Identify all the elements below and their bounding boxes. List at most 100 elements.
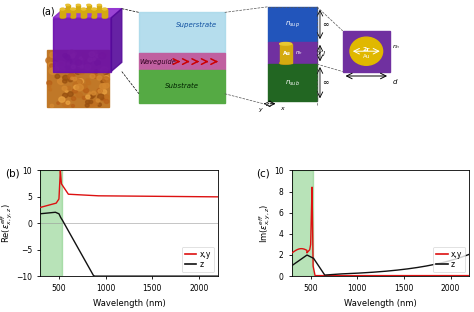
Circle shape bbox=[88, 92, 91, 94]
Circle shape bbox=[73, 89, 78, 93]
Circle shape bbox=[77, 79, 83, 84]
Ellipse shape bbox=[76, 4, 80, 6]
Circle shape bbox=[48, 85, 51, 87]
Circle shape bbox=[90, 96, 93, 99]
Text: Au: Au bbox=[363, 54, 370, 59]
Ellipse shape bbox=[92, 8, 96, 10]
Circle shape bbox=[75, 79, 82, 85]
Circle shape bbox=[73, 77, 77, 81]
Circle shape bbox=[85, 104, 89, 107]
Bar bbox=[268, 7, 317, 42]
Circle shape bbox=[97, 89, 102, 93]
Ellipse shape bbox=[82, 17, 86, 18]
Circle shape bbox=[67, 63, 70, 65]
Ellipse shape bbox=[61, 17, 65, 18]
Circle shape bbox=[103, 69, 109, 74]
Bar bbox=[139, 70, 225, 103]
Circle shape bbox=[52, 70, 56, 73]
Ellipse shape bbox=[61, 8, 65, 10]
Bar bbox=[71, 9, 75, 17]
Circle shape bbox=[67, 86, 71, 90]
Circle shape bbox=[59, 97, 65, 102]
Circle shape bbox=[48, 62, 54, 67]
Text: Substrate: Substrate bbox=[165, 83, 199, 89]
Text: Waveguide: Waveguide bbox=[140, 59, 177, 65]
Text: $x$: $x$ bbox=[280, 105, 285, 112]
Text: (a): (a) bbox=[41, 6, 55, 16]
Bar bbox=[92, 9, 96, 17]
Circle shape bbox=[66, 101, 70, 104]
Circle shape bbox=[86, 79, 90, 82]
Ellipse shape bbox=[102, 8, 107, 10]
Circle shape bbox=[73, 52, 76, 55]
Circle shape bbox=[61, 76, 67, 81]
Circle shape bbox=[50, 104, 54, 107]
Circle shape bbox=[73, 85, 79, 90]
Text: $n_h$: $n_h$ bbox=[295, 50, 303, 57]
Circle shape bbox=[90, 74, 95, 78]
Ellipse shape bbox=[87, 4, 91, 6]
Circle shape bbox=[72, 105, 74, 107]
Text: $\infty$: $\infty$ bbox=[322, 20, 330, 29]
Circle shape bbox=[101, 97, 105, 100]
Circle shape bbox=[103, 77, 109, 82]
Circle shape bbox=[89, 58, 92, 61]
Bar bbox=[82, 9, 86, 17]
Circle shape bbox=[59, 59, 64, 63]
Circle shape bbox=[82, 96, 86, 100]
Circle shape bbox=[55, 75, 60, 78]
Circle shape bbox=[88, 58, 92, 62]
Circle shape bbox=[72, 65, 75, 69]
Circle shape bbox=[86, 101, 91, 105]
Bar bbox=[61, 9, 65, 17]
Circle shape bbox=[71, 77, 73, 80]
Circle shape bbox=[98, 65, 101, 68]
Ellipse shape bbox=[61, 17, 65, 18]
Circle shape bbox=[105, 95, 109, 99]
Circle shape bbox=[68, 78, 73, 82]
Text: $z$: $z$ bbox=[265, 100, 271, 108]
Circle shape bbox=[93, 74, 98, 78]
Circle shape bbox=[76, 78, 82, 84]
Text: $y$: $y$ bbox=[258, 106, 264, 114]
Circle shape bbox=[82, 54, 88, 59]
Text: $y$: $y$ bbox=[317, 49, 323, 57]
Circle shape bbox=[100, 84, 106, 89]
Bar bbox=[76, 5, 80, 12]
Bar bbox=[268, 42, 317, 64]
Circle shape bbox=[63, 100, 70, 107]
Circle shape bbox=[100, 67, 108, 73]
Ellipse shape bbox=[71, 17, 75, 18]
Bar bbox=[61, 9, 65, 17]
Circle shape bbox=[57, 78, 65, 84]
Circle shape bbox=[86, 95, 90, 99]
Circle shape bbox=[54, 67, 59, 71]
Circle shape bbox=[82, 85, 86, 89]
Circle shape bbox=[84, 88, 89, 93]
Polygon shape bbox=[111, 9, 122, 71]
Circle shape bbox=[76, 84, 83, 91]
Circle shape bbox=[91, 66, 97, 71]
Text: $d$: $d$ bbox=[392, 77, 399, 86]
Circle shape bbox=[64, 55, 70, 59]
Circle shape bbox=[50, 64, 54, 68]
Y-axis label: Re($\varepsilon^{eff}_{x,y,z}$): Re($\varepsilon^{eff}_{x,y,z}$) bbox=[0, 203, 15, 243]
Bar bbox=[268, 64, 317, 101]
Circle shape bbox=[63, 79, 67, 83]
Circle shape bbox=[74, 67, 80, 73]
Circle shape bbox=[89, 52, 95, 56]
Polygon shape bbox=[53, 9, 122, 18]
Bar bbox=[82, 9, 86, 17]
Bar bbox=[280, 44, 292, 63]
Bar bbox=[40, 170, 62, 276]
Circle shape bbox=[86, 81, 91, 85]
Circle shape bbox=[86, 100, 90, 104]
Ellipse shape bbox=[71, 8, 75, 10]
Circle shape bbox=[69, 51, 72, 54]
Ellipse shape bbox=[102, 8, 107, 10]
Circle shape bbox=[93, 58, 96, 60]
Ellipse shape bbox=[66, 4, 70, 6]
Circle shape bbox=[50, 52, 55, 57]
Circle shape bbox=[67, 59, 72, 64]
Circle shape bbox=[68, 92, 73, 96]
